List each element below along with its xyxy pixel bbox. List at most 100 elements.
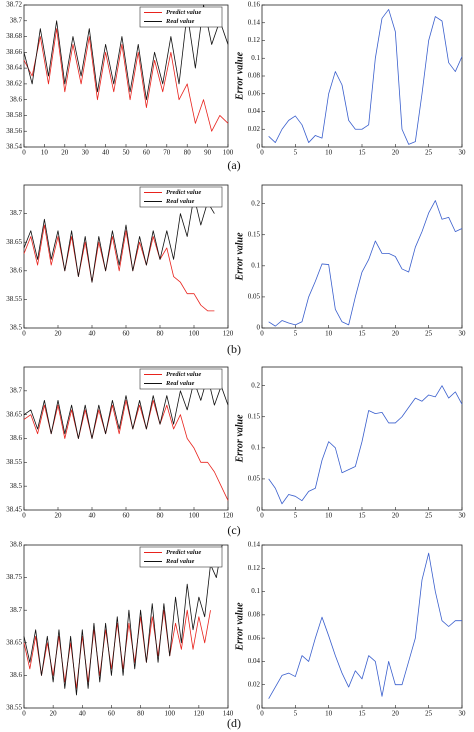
data-line — [268, 552, 462, 699]
x-tick-label: 25 — [425, 512, 433, 520]
legend-label: Predict value — [166, 189, 201, 196]
y-tick-label: 0.1 — [251, 261, 260, 269]
x-tick-label: 140 — [223, 710, 234, 718]
y-tick-label: 38.7 — [10, 386, 23, 394]
x-tick-label: 20 — [392, 710, 400, 718]
y-tick-label: 38.6 — [10, 266, 23, 274]
data-line — [268, 9, 463, 145]
plot-frame — [23, 544, 229, 709]
data-line — [23, 609, 211, 689]
y-axis-label: Error value — [234, 602, 245, 652]
y-tick-label: 38.8 — [10, 541, 23, 549]
y-tick-label: 38.45 — [6, 506, 22, 514]
plot-frame — [261, 544, 463, 709]
y-tick-label: 0.04 — [248, 657, 261, 665]
y-tick-label: 38.55 — [6, 458, 22, 466]
x-tick-label: 30 — [459, 512, 467, 520]
y-tick-label: 0 — [257, 324, 261, 332]
x-tick-label: 0 — [260, 330, 264, 338]
x-tick-label: 70 — [163, 149, 171, 157]
x-tick-label: 40 — [79, 710, 87, 718]
y-tick-label: 38.68 — [6, 32, 22, 40]
x-tick-label: 5 — [294, 710, 298, 718]
data-line — [23, 4, 229, 101]
y-tick-label: 0.1 — [251, 587, 260, 595]
x-tick-label: 60 — [108, 710, 116, 718]
y-axis-label: Error value — [234, 232, 245, 282]
x-tick-label: 80 — [157, 330, 165, 338]
y-tick-label: 0.08 — [248, 72, 261, 80]
legend-label: Real value — [165, 558, 194, 565]
y-tick-label: 0.2 — [251, 199, 260, 207]
data-line — [23, 196, 215, 283]
y-tick-label: 38.5 — [10, 324, 23, 332]
x-tick-label: 20 — [55, 512, 63, 520]
x-tick-label: 0 — [22, 512, 26, 520]
y-tick-label: 38.6 — [10, 434, 23, 442]
x-tick-label: 0 — [22, 710, 26, 718]
plot-frame — [261, 366, 463, 511]
x-tick-label: 100 — [189, 512, 200, 520]
y-tick-label: 0.12 — [248, 36, 261, 44]
legend-label: Predict value — [166, 9, 201, 16]
y-tick-label: 38.7 — [10, 209, 23, 217]
y-tick-label: 38.65 — [6, 238, 22, 246]
y-tick-label: 0.14 — [248, 541, 261, 549]
x-tick-label: 0 — [22, 149, 26, 157]
y-tick-label: 0.2 — [251, 381, 260, 389]
legend-label: Predict value — [166, 549, 201, 556]
y-tick-label: 38.55 — [6, 704, 22, 712]
x-tick-label: 100 — [223, 149, 234, 157]
x-tick-label: 20 — [50, 710, 58, 718]
y-axis-label: Error value — [234, 51, 245, 101]
x-tick-label: 20 — [392, 512, 400, 520]
x-tick-label: 20 — [55, 330, 63, 338]
x-tick-label: 0 — [260, 512, 264, 520]
y-tick-label: 0 — [257, 143, 261, 151]
y-tick-label: 0.06 — [248, 89, 261, 97]
y-tick-label: 38.6 — [10, 95, 23, 103]
x-tick-label: 100 — [164, 710, 175, 718]
x-tick-label: 10 — [41, 149, 49, 157]
x-tick-label: 40 — [89, 330, 97, 338]
y-axis-label: Error value — [234, 414, 245, 464]
y-tick-label: 0.16 — [248, 1, 261, 9]
y-tick-label: 0.08 — [248, 610, 261, 618]
legend-label: Predict value — [166, 371, 201, 378]
y-tick-label: 0 — [257, 506, 261, 514]
x-tick-label: 40 — [102, 149, 110, 157]
y-tick-label: 38.55 — [6, 295, 22, 303]
x-tick-label: 25 — [425, 149, 433, 157]
y-tick-label: 38.7 — [10, 16, 23, 24]
y-tick-label: 0.02 — [248, 125, 261, 133]
x-tick-label: 50 — [123, 149, 131, 157]
panel-label: (a) — [227, 158, 240, 172]
data-line — [268, 385, 463, 505]
x-tick-label: 5 — [294, 149, 298, 157]
y-tick-label: 0.06 — [248, 634, 261, 642]
x-tick-label: 80 — [157, 512, 165, 520]
y-tick-label: 38.65 — [6, 638, 22, 646]
y-tick-label: 38.58 — [6, 111, 22, 119]
x-tick-label: 25 — [425, 330, 433, 338]
y-tick-label: 38.62 — [6, 79, 22, 87]
x-tick-label: 10 — [325, 149, 333, 157]
x-tick-label: 60 — [143, 149, 151, 157]
x-tick-label: 100 — [189, 330, 200, 338]
x-tick-label: 20 — [392, 330, 400, 338]
x-tick-label: 60 — [123, 330, 131, 338]
x-tick-label: 15 — [359, 149, 367, 157]
x-tick-label: 20 — [61, 149, 69, 157]
x-tick-label: 30 — [459, 710, 467, 718]
y-tick-label: 38.54 — [6, 143, 22, 151]
y-tick-label: 38.56 — [6, 127, 22, 135]
y-tick-label: 0.02 — [248, 680, 261, 688]
y-tick-label: 0.12 — [248, 564, 261, 572]
y-tick-label: 0.05 — [248, 475, 261, 483]
y-tick-label: 38.5 — [10, 482, 23, 490]
y-tick-label: 38.6 — [10, 671, 23, 679]
x-tick-label: 10 — [325, 512, 333, 520]
x-tick-label: 15 — [359, 710, 367, 718]
x-tick-label: 120 — [223, 330, 234, 338]
panel-label: (b) — [227, 342, 241, 356]
